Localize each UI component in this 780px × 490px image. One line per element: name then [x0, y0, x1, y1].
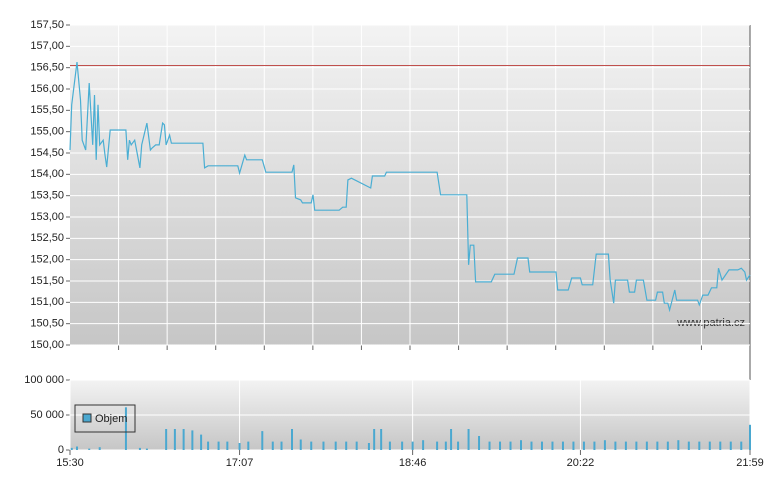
volume-bar	[173, 429, 176, 450]
volume-bar	[499, 441, 502, 450]
y-tick-label: 50 000	[30, 409, 64, 421]
volume-bar	[593, 441, 596, 450]
volume-bar	[635, 441, 638, 450]
y-tick-label: 151,50	[30, 275, 64, 287]
volume-bar	[436, 441, 439, 450]
y-tick-label: 152,00	[30, 254, 64, 266]
y-tick-label: 152,50	[30, 232, 64, 244]
volume-bar	[98, 447, 101, 450]
volume-bar	[708, 441, 711, 450]
volume-bar	[322, 441, 325, 450]
y-tick-label: 156,50	[30, 62, 64, 74]
volume-bar	[207, 441, 210, 450]
x-tick-label: 20:22	[567, 457, 595, 469]
volume-bar	[191, 430, 194, 450]
watermark: www.patria.cz	[676, 317, 745, 329]
volume-bar	[624, 441, 627, 450]
legend-label: Objem	[95, 413, 127, 425]
volume-bar	[551, 441, 554, 450]
volume-bar	[719, 441, 722, 450]
volume-bar	[666, 441, 669, 450]
volume-bar	[729, 441, 732, 450]
x-tick-label: 21:59	[736, 457, 764, 469]
volume-bar	[238, 443, 241, 450]
volume-bar	[271, 441, 274, 450]
volume-bar	[124, 407, 127, 450]
volume-bar	[520, 440, 523, 450]
volume-bar	[345, 441, 348, 450]
y-tick-label: 156,00	[30, 83, 64, 95]
volume-bar	[138, 447, 141, 450]
volume-bar	[182, 429, 185, 450]
y-tick-label: 0	[58, 444, 64, 456]
volume-bar	[310, 441, 313, 450]
volume-bar	[70, 447, 73, 450]
y-tick-label: 157,50	[30, 19, 64, 31]
volume-bar	[411, 441, 414, 450]
volume-bar	[355, 441, 358, 450]
volume-bar	[226, 441, 229, 450]
volume-bar	[299, 439, 302, 450]
volume-bar	[530, 441, 533, 450]
volume-bar	[450, 429, 453, 450]
volume-bar	[88, 448, 91, 450]
y-tick-label: 153,50	[30, 190, 64, 202]
price-line	[69, 62, 751, 313]
y-tick-label: 157,00	[30, 40, 64, 52]
volume-bar	[388, 441, 391, 450]
volume-bar	[217, 441, 220, 450]
volume-bar	[373, 429, 376, 450]
volume-bar	[334, 441, 337, 450]
volume-bar	[145, 448, 148, 450]
volume-bar	[749, 424, 751, 450]
volume-bar	[291, 429, 294, 450]
volume-bar	[687, 441, 690, 450]
vertical-grid	[118, 25, 702, 350]
volume-bar	[444, 441, 447, 450]
volume-bar	[614, 441, 617, 450]
volume-bar	[165, 429, 168, 450]
y-tick-label: 154,50	[30, 147, 64, 159]
volume-bar	[740, 441, 743, 450]
y-tick-label: 155,50	[30, 104, 64, 116]
legend-swatch	[82, 413, 92, 423]
volume-bar	[677, 440, 680, 450]
y-tick-label: 150,00	[30, 339, 64, 351]
volume-bar	[572, 441, 575, 450]
volume-bar	[261, 431, 264, 450]
volume-bar	[698, 441, 701, 450]
y-tick-label: 153,00	[30, 211, 64, 223]
volume-bar	[457, 441, 460, 450]
x-tick-label: 15:30	[56, 457, 84, 469]
x-tick-label: 17:07	[226, 457, 254, 469]
y-tick-label: 150,50	[30, 318, 64, 330]
volume-bar	[656, 441, 659, 450]
legend-box	[74, 404, 136, 433]
volume-bar	[582, 441, 585, 450]
volume-bar	[603, 440, 606, 450]
volume-bar	[380, 429, 383, 450]
volume-bar	[75, 446, 78, 450]
volume-bar	[467, 429, 470, 450]
y-tick-label: 155,00	[30, 126, 64, 138]
volume-bar	[645, 441, 648, 450]
volume-bar	[422, 440, 425, 450]
y-tick-label: 151,00	[30, 296, 64, 308]
volume-bar	[561, 441, 564, 450]
x-tick-label: 18:46	[399, 457, 427, 469]
volume-bar	[401, 441, 404, 450]
y-tick-label: 154,00	[30, 168, 64, 180]
volume-bar	[367, 443, 370, 450]
volume-bar	[200, 434, 203, 450]
volume-bar	[540, 441, 543, 450]
volume-bar	[280, 441, 283, 450]
volume-bar	[488, 441, 491, 450]
volume-bar	[478, 436, 481, 450]
y-tick-label: 100 000	[24, 374, 64, 386]
volume-bar	[247, 441, 250, 450]
volume-bar	[509, 441, 512, 450]
